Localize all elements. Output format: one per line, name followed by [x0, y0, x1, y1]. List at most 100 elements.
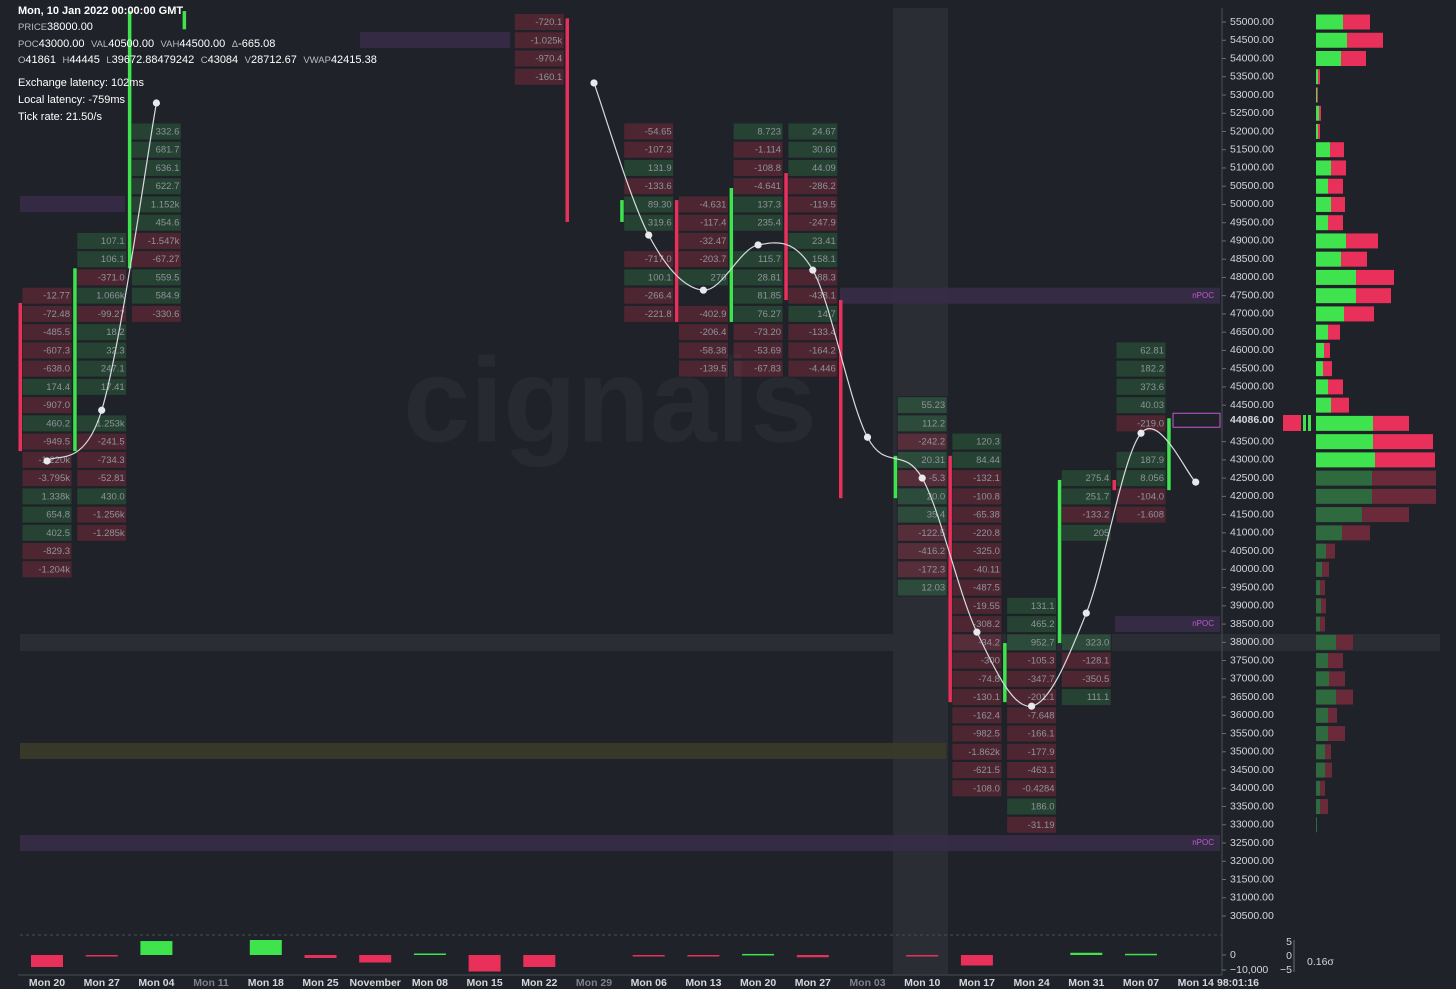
footprint-value: 89.30: [648, 199, 672, 210]
profile-buy: [1316, 561, 1322, 577]
mini-tick-label: −5: [1280, 964, 1292, 976]
footprint-value: 186.0: [1031, 802, 1055, 813]
footprint-value: 1.152k: [151, 199, 180, 210]
footprint-value: -949.5: [43, 437, 70, 448]
footprint-cell: [1006, 596, 1058, 615]
footprint-value: 20.0: [927, 491, 946, 502]
profile-buy: [1316, 105, 1319, 121]
profile-sell: [1362, 507, 1409, 523]
footprint-value: -5.3: [929, 473, 945, 484]
profile-buy: [1316, 671, 1329, 687]
footprint-value: -72.48: [43, 309, 70, 320]
footprint-value: -371.0: [98, 272, 125, 283]
profile-buy: [1316, 160, 1331, 176]
indicator-point: [1028, 702, 1036, 710]
footprint-cell: [896, 396, 948, 415]
latency: Tick rate: 21.50/s: [18, 111, 102, 123]
footprint-cell: [951, 432, 1003, 451]
footprint-cell: [21, 542, 73, 561]
delta-bar: [906, 955, 939, 957]
y-tick-label: 54000.00: [1230, 52, 1274, 64]
footprint-cell: [896, 432, 948, 451]
footprint-value: 559.5: [156, 272, 180, 283]
y-tick-label: 31000.00: [1230, 892, 1274, 904]
profile-sell: [1328, 707, 1337, 723]
footprint-cell: [951, 724, 1003, 743]
footprint-value: 332.6: [156, 126, 180, 137]
footprint-cell: [76, 505, 128, 524]
y-tick-label: 32000.00: [1230, 855, 1274, 867]
footprint-cell: [1006, 742, 1058, 761]
footprint-value: -52.81: [98, 473, 125, 484]
stat-key: VAL: [91, 39, 108, 50]
mini-tick-label: 5: [1286, 936, 1292, 948]
footprint-value: 622.7: [156, 181, 180, 192]
stats-line: POC43000.00 VAL40500.00 VAH44500.00 Δ-66…: [18, 35, 275, 52]
delta-bar: [249, 940, 282, 955]
profile-sell: [1331, 397, 1349, 413]
y-tick-label: 40000.00: [1230, 563, 1274, 575]
footprint-value: 270: [711, 272, 727, 283]
footprint-value: -32.47: [699, 236, 726, 247]
profile-buy: [1316, 123, 1318, 139]
profile-sell: [1336, 634, 1353, 650]
footprint-cell: [76, 487, 128, 506]
delta-tick-label: −10,000: [1230, 964, 1268, 976]
footprint-value: 137.3: [757, 199, 781, 210]
profile-buy: [1316, 507, 1362, 523]
footprint-cell: [1115, 396, 1167, 415]
footprint-cell: [1115, 469, 1167, 488]
footprint-value: 952.7: [1031, 637, 1055, 648]
footprint-cell: [787, 323, 839, 342]
profile-sell: [1373, 415, 1409, 431]
profile-buy: [1316, 580, 1320, 596]
footprint-value: -206.4: [699, 327, 726, 338]
footprint-value: 402.5: [46, 528, 70, 539]
x-tick-label: Mon 10: [904, 977, 940, 989]
y-tick-label: 45500.00: [1230, 362, 1274, 374]
y-tick-label: 41000.00: [1230, 527, 1274, 539]
y-tick-label: 55000.00: [1230, 16, 1274, 28]
footprint-value: -164.2: [809, 345, 836, 356]
indicator-point: [1137, 429, 1145, 437]
stat-value: 42415.38: [331, 54, 377, 66]
stat-value: 39672.88479242: [112, 54, 195, 66]
footprint-cell: [732, 177, 784, 196]
x-tick-label: Mon 03: [849, 977, 885, 989]
footprint-value: 55.23: [921, 400, 945, 411]
footprint-value: 158.1: [812, 254, 836, 265]
footprint-cell: [677, 359, 729, 378]
delta-layer: 0 −10,000 5 0 −5 0.16σ: [31, 936, 1334, 976]
footprint-value: -607.3: [43, 345, 70, 356]
profile-sell: [1329, 671, 1345, 687]
mini-tick-label: 0: [1286, 950, 1292, 962]
footprint-value: -108.0: [973, 783, 1000, 794]
y-tick-label: 48000.00: [1230, 271, 1274, 283]
profile-buy: [1316, 598, 1321, 614]
footprint-cell: [1060, 669, 1112, 688]
delta-bar: [1070, 952, 1103, 955]
stat-value: 28712.67: [251, 54, 297, 66]
indicator-point: [863, 433, 872, 441]
footprint-value: -133.2: [1082, 510, 1109, 521]
profile-sell: [1343, 14, 1370, 30]
stat-value: 41861: [25, 54, 56, 66]
profile-buy: [1316, 87, 1317, 103]
profile-sell: [1319, 105, 1321, 121]
y-tick-label: 42000.00: [1230, 490, 1274, 502]
countdown: 98:01:16: [1217, 977, 1259, 989]
footprint-value: 106.1: [101, 254, 125, 265]
candle-body: [182, 11, 187, 30]
footprint-cell: [1006, 633, 1058, 652]
indicator-point: [699, 286, 708, 294]
profile-sell: [1372, 488, 1436, 504]
delta-bar: [742, 953, 775, 956]
footprint-cell: [1060, 651, 1112, 670]
profile-buy: [1316, 324, 1328, 340]
candle-body: [839, 300, 843, 499]
footprint-value: -487.5: [973, 583, 1000, 594]
footprint-value: -1.862k: [968, 747, 1000, 758]
footprint-cell: [1115, 377, 1167, 396]
footprint-cell: [130, 304, 182, 323]
